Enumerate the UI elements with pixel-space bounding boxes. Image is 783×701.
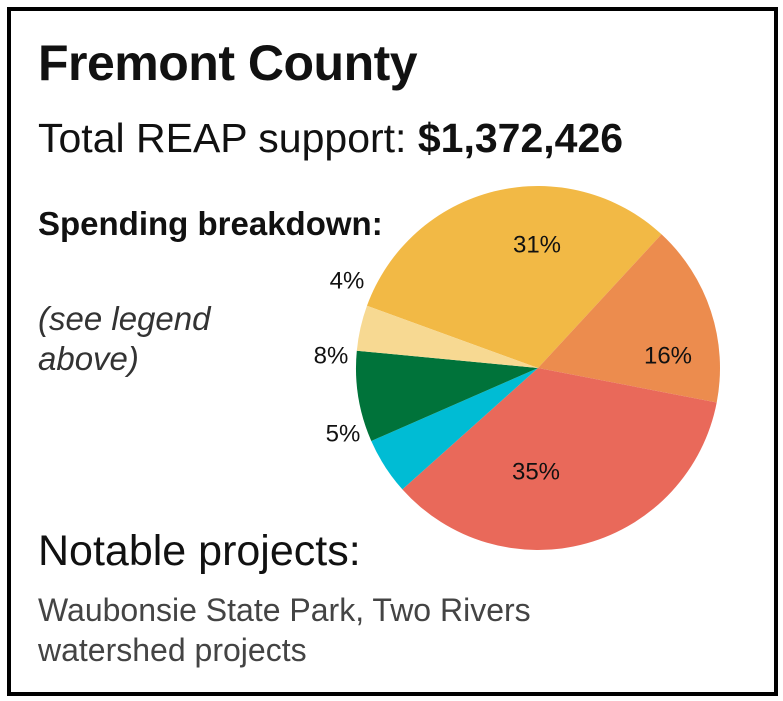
projects-text: Waubonsie State Park, Two Rivers watersh… [38, 592, 531, 668]
county-title: Fremont County [38, 35, 418, 91]
pie-slice-label-5: 8% [314, 342, 349, 369]
card-border [7, 7, 778, 696]
pie-slice-5 [355, 350, 538, 441]
pie-slice-label-2: 16% [644, 342, 692, 369]
pie-slice-6 [356, 305, 538, 368]
pie-slice-label-6: 4% [330, 267, 365, 294]
breakdown-note: (see legend above) [38, 300, 211, 377]
pie-slice-2 [538, 234, 720, 403]
projects-heading: Notable projects: [38, 527, 361, 575]
pie-slice-label-3: 35% [512, 458, 560, 485]
breakdown-heading: Spending breakdown: [38, 205, 383, 242]
total-support: Total REAP support: $1,372,426 [38, 118, 623, 159]
pie-slice-1 [366, 186, 662, 368]
total-label: Total REAP support: [38, 115, 407, 161]
pie-slice-label-1: 31% [513, 231, 561, 258]
pie-slice-3 [402, 368, 717, 551]
pie-slice-4 [371, 368, 538, 490]
pie-slice-label-4: 5% [326, 420, 361, 447]
total-value: $1,372,426 [417, 115, 624, 161]
